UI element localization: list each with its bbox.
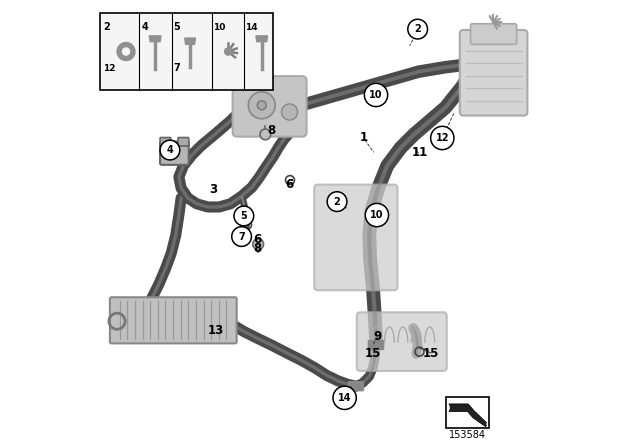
Circle shape [160,140,180,160]
Text: 6: 6 [253,233,261,246]
Circle shape [232,227,252,246]
FancyBboxPatch shape [348,382,364,391]
Text: 2: 2 [333,197,340,207]
Text: 8: 8 [268,124,276,138]
Text: 12: 12 [103,64,116,73]
Text: 14: 14 [245,23,258,32]
Text: 10: 10 [370,210,383,220]
Text: 5: 5 [173,22,180,32]
Circle shape [365,203,388,227]
FancyBboxPatch shape [314,185,397,290]
Circle shape [257,101,266,110]
Text: 10: 10 [369,90,383,100]
Text: 15: 15 [423,347,439,361]
Text: 8: 8 [253,242,261,255]
FancyBboxPatch shape [356,312,447,371]
Text: 2: 2 [103,22,110,32]
FancyBboxPatch shape [233,76,307,137]
Text: 7: 7 [238,232,245,241]
Circle shape [253,239,264,250]
FancyBboxPatch shape [160,142,189,165]
FancyBboxPatch shape [470,24,516,44]
Circle shape [408,19,428,39]
Text: 5: 5 [241,211,247,221]
Text: 4: 4 [166,145,173,155]
Text: 4: 4 [141,22,148,32]
FancyBboxPatch shape [110,297,237,344]
Text: 14: 14 [338,393,351,403]
Circle shape [431,126,454,150]
Text: 10: 10 [213,23,226,32]
Circle shape [282,104,298,120]
Circle shape [260,129,271,140]
FancyBboxPatch shape [160,138,171,146]
FancyBboxPatch shape [100,13,273,90]
Text: 2: 2 [414,24,421,34]
FancyBboxPatch shape [446,397,489,428]
Circle shape [234,206,253,226]
Circle shape [333,386,356,409]
Circle shape [364,83,388,107]
Text: 6: 6 [285,178,294,191]
Wedge shape [117,43,135,60]
Circle shape [225,48,232,55]
Text: 15: 15 [365,347,381,361]
Text: 7: 7 [173,63,180,73]
Text: 12: 12 [436,133,449,143]
Polygon shape [149,36,161,42]
FancyBboxPatch shape [369,340,383,349]
Text: 1: 1 [360,131,368,145]
FancyBboxPatch shape [178,138,189,146]
Text: 3: 3 [209,182,218,196]
FancyBboxPatch shape [460,30,527,116]
Text: 9: 9 [373,329,381,343]
Circle shape [248,92,275,119]
Polygon shape [256,36,268,42]
Text: 11: 11 [412,146,428,159]
Text: 153584: 153584 [449,430,486,439]
Circle shape [327,192,347,211]
Polygon shape [185,38,195,44]
Text: 13: 13 [208,324,224,337]
